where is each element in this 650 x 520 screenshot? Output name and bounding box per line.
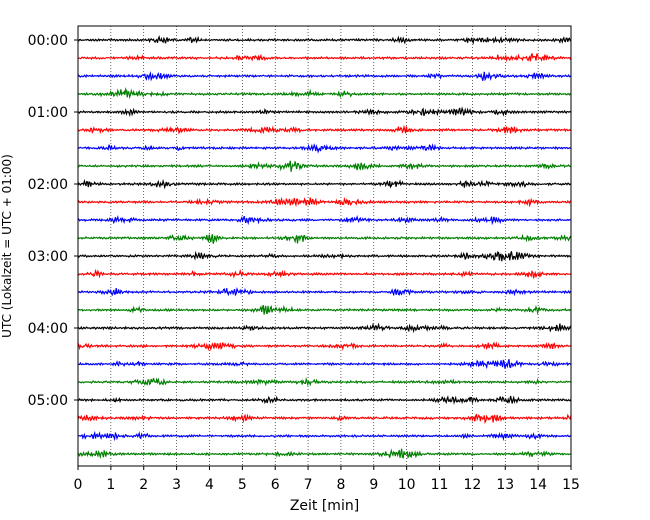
seismogram-trace <box>77 124 572 135</box>
x-tick-label: 9 <box>369 477 378 493</box>
seismogram-trace <box>77 214 572 226</box>
x-tick-label: 10 <box>398 477 416 493</box>
y-axis-ticks: 00:00 01:00 02:00 03:00 04:00 05:00 <box>28 33 78 409</box>
y-axis-label: UTC (Lokalzeit = UTC + 01:00) <box>0 154 14 338</box>
plot-frame <box>77 25 572 467</box>
y-tick-label: 05:00 <box>28 393 68 409</box>
seismogram-trace <box>77 430 572 442</box>
x-tick-label: 14 <box>529 477 547 493</box>
seismogram-trace <box>77 34 572 45</box>
seismogram-trace <box>77 87 572 100</box>
plot-background <box>78 26 571 466</box>
x-tick-label: 13 <box>496 477 514 493</box>
y-tick-label: 01:00 <box>28 105 68 121</box>
seismogram-traces <box>77 34 572 460</box>
x-tick-label: 8 <box>336 477 345 493</box>
y-tick-label: 02:00 <box>28 177 68 193</box>
seismogram-trace <box>77 448 572 460</box>
seismogram-trace <box>77 71 572 82</box>
seismogram-trace <box>77 233 572 244</box>
y-tick-label: 03:00 <box>28 249 68 265</box>
x-axis-label: Zeit [min] <box>290 498 359 514</box>
seismogram-trace <box>77 359 572 370</box>
y-tick-label: 00:00 <box>28 33 68 49</box>
x-tick-label: 0 <box>74 477 83 493</box>
seismogram-trace <box>77 322 572 334</box>
y-tick-label: 04:00 <box>28 321 68 337</box>
x-tick-label: 3 <box>172 477 181 493</box>
x-gridlines <box>110 26 539 466</box>
seismogram-trace <box>77 106 572 117</box>
seismogram-trace <box>77 53 572 63</box>
x-tick-label: 2 <box>139 477 148 493</box>
x-tick-label: 1 <box>106 477 115 493</box>
seismogram-trace <box>77 304 572 316</box>
seismogram-trace <box>77 160 572 172</box>
seismogram-trace <box>77 143 572 154</box>
seismogram-trace <box>77 250 572 262</box>
seismogram-trace <box>77 341 572 352</box>
seismogram-trace <box>77 377 572 387</box>
seismogram-trace <box>77 268 572 279</box>
x-tick-label: 15 <box>562 477 580 493</box>
x-axis-ticks: 0 1 2 3 4 5 6 7 8 9 10 11 12 13 14 15 <box>74 466 580 493</box>
x-tick-label: 7 <box>304 477 313 493</box>
seismogram-trace <box>77 413 572 424</box>
seismogram-trace <box>77 287 572 297</box>
seismogram-trace <box>77 196 572 208</box>
x-tick-label: 6 <box>271 477 280 493</box>
seismogram-trace <box>77 178 572 190</box>
seismogram-trace <box>77 395 572 405</box>
x-tick-label: 12 <box>463 477 481 493</box>
x-tick-label: 4 <box>205 477 214 493</box>
x-tick-label: 11 <box>431 477 449 493</box>
x-tick-label: 5 <box>238 477 247 493</box>
